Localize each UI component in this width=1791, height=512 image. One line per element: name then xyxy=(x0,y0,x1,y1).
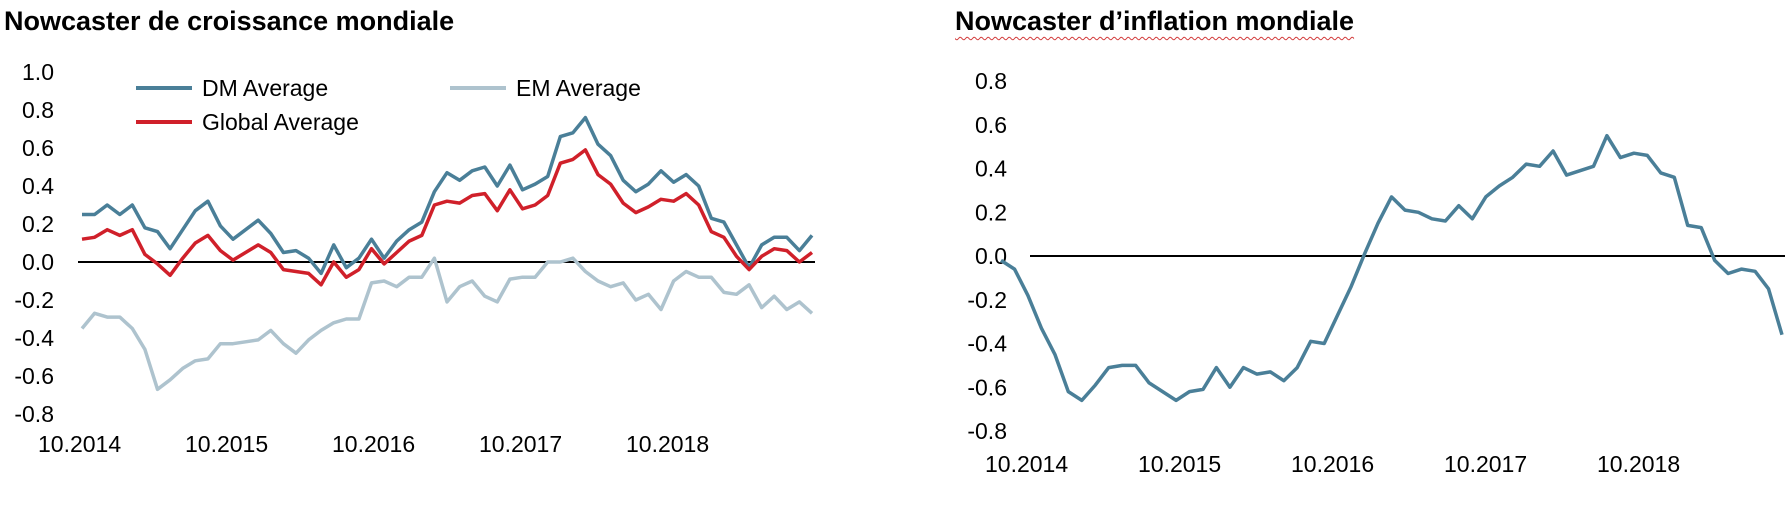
x-tick-label: 10.2018 xyxy=(1597,451,1680,477)
y-tick-label: -0.2 xyxy=(14,287,54,313)
y-tick-label: 0.8 xyxy=(22,97,54,123)
y-tick-label: -0.2 xyxy=(967,287,1007,313)
growth-chart: 1.0 0.8 0.6 0.4 0.2 0.0 -0.2 -0.4 -0.6 -0.8 10.201… xyxy=(14,59,815,457)
em-average-series-line xyxy=(80,256,814,392)
y-tick-label: -0.4 xyxy=(967,331,1007,357)
y-tick-label: 0.0 xyxy=(975,243,1007,269)
x-tick-label: 10.2018 xyxy=(626,431,709,457)
y-tick-label: 0.6 xyxy=(22,135,54,161)
legend-label: EM Average xyxy=(516,75,641,101)
y-tick-label: -0.6 xyxy=(967,374,1007,400)
inflation-chart-title: Nowcaster d’inflation mondiale xyxy=(955,6,1355,36)
y-tick-label: 0.0 xyxy=(22,249,54,275)
y-tick-label: -0.4 xyxy=(14,325,54,351)
y-tick-label: 1.0 xyxy=(22,59,54,85)
x-tick-label: 10.2016 xyxy=(1291,451,1374,477)
y-tick-label: 0.8 xyxy=(975,68,1007,94)
y-tick-label: 0.4 xyxy=(22,173,54,199)
x-tick-label: 10.2017 xyxy=(1444,451,1527,477)
y-tick-label: 0.2 xyxy=(22,211,54,237)
inflation-series-line xyxy=(1000,133,1784,403)
dm-average-series-line xyxy=(82,115,814,276)
legend-label: Global Average xyxy=(202,109,359,135)
x-tick-label: 10.2015 xyxy=(185,431,268,457)
y-tick-label: 0.6 xyxy=(975,112,1007,138)
x-tick-label: 10.2014 xyxy=(985,451,1068,477)
inflation-nowcaster-panel: Nowcaster d’inflation mondiale 0.8 0.6 0.4… xyxy=(955,0,1791,512)
y-tick-label: 0.4 xyxy=(975,156,1007,182)
x-tick-label: 10.2015 xyxy=(1138,451,1221,477)
legend-label: DM Average xyxy=(202,75,328,101)
y-tick-label: -0.8 xyxy=(967,418,1007,444)
x-tick-label: 10.2014 xyxy=(38,431,121,457)
y-tick-label: -0.6 xyxy=(14,363,54,389)
global-average-series-line xyxy=(81,148,814,287)
y-tick-label: 0.2 xyxy=(975,199,1007,225)
growth-nowcaster-panel: Nowcaster de croissance mondiale 1.0 0.8 0… xyxy=(0,0,830,512)
y-tick-label: -0.8 xyxy=(14,401,54,427)
x-tick-label: 10.2016 xyxy=(332,431,415,457)
inflation-chart: 0.8 0.6 0.4 0.2 0.0 -0.2 -0.4 -0.6 -0.8 10.2014 10… xyxy=(967,68,1785,477)
x-tick-label: 10.2017 xyxy=(479,431,562,457)
growth-chart-title: Nowcaster de croissance mondiale xyxy=(4,6,455,36)
